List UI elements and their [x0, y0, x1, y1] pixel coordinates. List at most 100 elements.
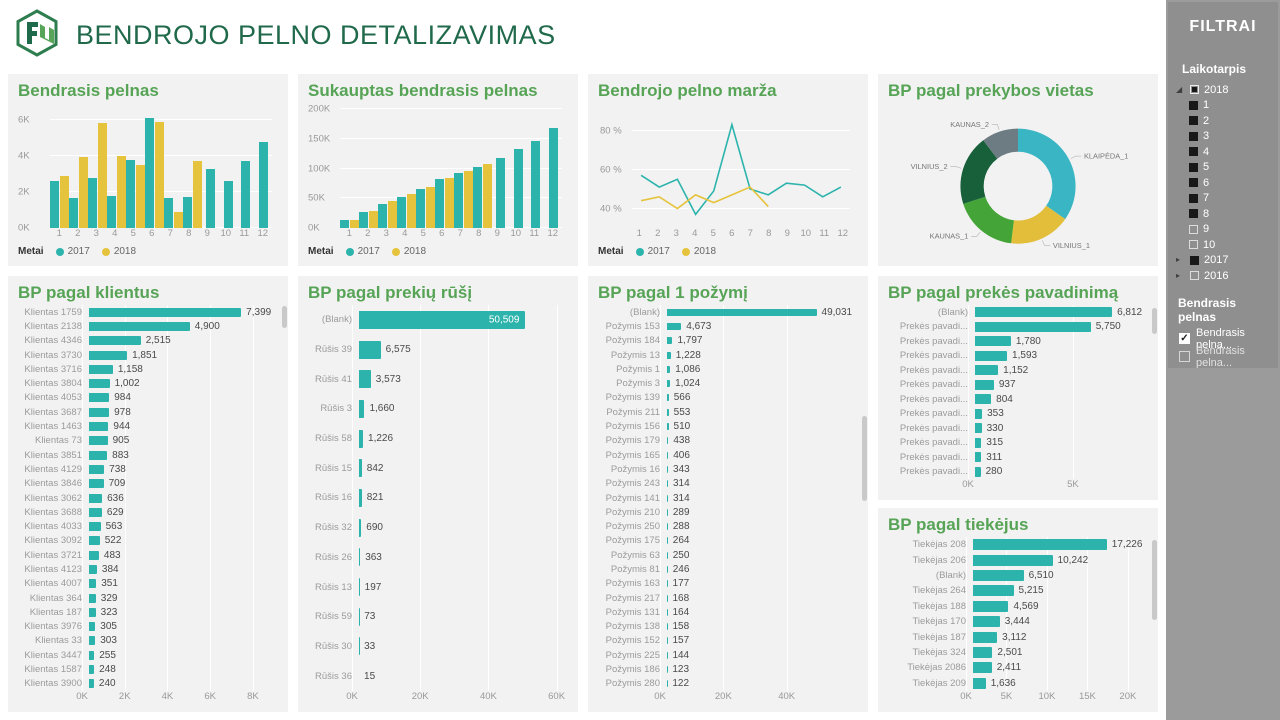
bar-2017-5[interactable]: [416, 189, 425, 228]
legend-item-2018[interactable]: 2018: [101, 246, 136, 257]
bar-2017-4[interactable]: [397, 197, 406, 228]
bar-Tiekėjas 264[interactable]: [973, 585, 1014, 597]
filter-item-2016[interactable]: ▸ 2016: [1174, 268, 1272, 284]
bar-Klientas 2138[interactable]: [89, 321, 190, 331]
legend-item-2018[interactable]: 2018: [391, 246, 426, 257]
bar-2018-7[interactable]: [174, 211, 183, 228]
bar-Tiekėjas 208[interactable]: [973, 539, 1107, 551]
bar-Klientas 3062[interactable]: [89, 493, 103, 503]
checkbox-8[interactable]: [1189, 209, 1198, 219]
bar-2017-10[interactable]: [223, 181, 233, 228]
bar-Tiekėjas 2086[interactable]: [973, 662, 992, 674]
filter-item-2018[interactable]: ◢ 2018: [1174, 82, 1272, 98]
chevron-right-icon[interactable]: ▸: [1176, 270, 1181, 280]
bar-2017-6[interactable]: [145, 118, 154, 228]
bar-Prekės pavadi...[interactable]: [975, 336, 1011, 347]
bar-2018-3[interactable]: [388, 201, 397, 228]
bar-Klientas 4129[interactable]: [89, 464, 105, 474]
bar-2017-7[interactable]: [164, 198, 173, 228]
donut-slice-KAUNAS_1[interactable]: [963, 196, 1014, 244]
bar-2017-2[interactable]: [69, 198, 78, 228]
bar-Klientas 187[interactable]: [89, 607, 96, 617]
legend-item-2018[interactable]: 2018: [681, 246, 716, 257]
bar-2017-11[interactable]: [241, 161, 251, 228]
bar-2017-12[interactable]: [548, 128, 558, 228]
bar-Klientas 4007[interactable]: [89, 579, 97, 589]
filter-item-3[interactable]: 3: [1174, 129, 1272, 145]
bar-2017-10[interactable]: [513, 148, 523, 228]
bar-Tiekėjas 188[interactable]: [973, 600, 1009, 612]
bar-Požymis 243[interactable]: [667, 480, 668, 488]
bar-2018-7[interactable]: [464, 171, 473, 228]
bar-Tiekėjas 324[interactable]: [973, 647, 993, 659]
bar-2017-3[interactable]: [88, 178, 97, 228]
bar-Prekės pavadi...[interactable]: [975, 423, 982, 434]
bar-Požymis 184[interactable]: [667, 337, 673, 345]
checkbox-2016[interactable]: [1190, 271, 1199, 281]
bar-2017-3[interactable]: [378, 204, 387, 228]
checkbox-2018[interactable]: [1190, 85, 1199, 95]
bar-Požymis 63[interactable]: [667, 551, 668, 559]
line-series-2017[interactable]: [641, 125, 841, 215]
checkbox-6[interactable]: [1189, 178, 1198, 188]
bar-(Blank)[interactable]: 50,509: [359, 310, 526, 329]
filter-item-8[interactable]: 8: [1174, 206, 1272, 222]
bar-Požymis 1[interactable]: [667, 365, 671, 373]
checkbox-bendrasis-1[interactable]: [1179, 351, 1190, 362]
bar-(Blank)[interactable]: [973, 570, 1024, 582]
bar-(Blank)[interactable]: [667, 308, 817, 316]
donut-slice-KLAIPĖDA_1[interactable]: [1018, 128, 1076, 220]
bar-2018-8[interactable]: [193, 161, 202, 228]
bar-2017-8[interactable]: [473, 166, 482, 228]
bar-Prekės pavadi...[interactable]: [975, 452, 982, 463]
bar-Požymis 3[interactable]: [667, 380, 671, 388]
donut-slice-VILNIUS_1[interactable]: [1011, 205, 1066, 244]
checkbox-3[interactable]: [1189, 131, 1198, 141]
bar-(Blank)[interactable]: [975, 307, 1113, 318]
filter-item-10[interactable]: 10: [1174, 237, 1272, 253]
bar-2018-2[interactable]: [79, 156, 88, 228]
bar-Tiekėjas 170[interactable]: [973, 616, 1000, 628]
bar-Požymis 131[interactable]: [667, 608, 668, 616]
scrollbar[interactable]: [862, 306, 867, 692]
bar-Rūšis 32[interactable]: [359, 518, 362, 537]
bar-Požymis 179[interactable]: [667, 437, 669, 445]
filter-item-bendrasis-1[interactable]: Bendrasis pelna...: [1174, 345, 1272, 368]
checkbox-9[interactable]: [1189, 224, 1198, 234]
bar-Požymis 250[interactable]: [667, 523, 668, 531]
bar-Rūšis 58[interactable]: [359, 429, 364, 448]
bar-2018-3[interactable]: [98, 122, 107, 228]
bar-Tiekėjas 187[interactable]: [973, 631, 998, 643]
bar-Prekės pavadi...[interactable]: [975, 394, 992, 405]
bar-2017-6[interactable]: [435, 179, 444, 228]
bar-Klientas 33[interactable]: [89, 636, 96, 646]
filter-item-2017[interactable]: ▸ 2017: [1174, 253, 1272, 269]
bar-2018-1[interactable]: [60, 175, 69, 228]
chevron-down-icon[interactable]: ◢: [1176, 84, 1183, 94]
bar-2017-1[interactable]: [50, 181, 59, 228]
bar-Klientas 3721[interactable]: [89, 550, 99, 560]
filter-item-7[interactable]: 7: [1174, 191, 1272, 207]
bar-Požymis 141[interactable]: [667, 494, 668, 502]
checkbox-7[interactable]: [1189, 193, 1198, 203]
bar-Tiekėjas 209[interactable]: [973, 677, 986, 689]
bar-2018-6[interactable]: [445, 178, 454, 228]
bar-Rūšis 41[interactable]: [359, 370, 371, 389]
filter-item-1[interactable]: 1: [1174, 98, 1272, 114]
bar-Požymis 81[interactable]: [667, 565, 668, 573]
bar-2018-2[interactable]: [369, 210, 378, 228]
donut-slice-KAUNAS_2[interactable]: [983, 128, 1018, 159]
bar-2017-7[interactable]: [454, 173, 463, 228]
bar-2017-12[interactable]: [258, 142, 268, 228]
filter-item-6[interactable]: 6: [1174, 175, 1272, 191]
bar-Tiekėjas 206[interactable]: [973, 554, 1053, 566]
bar-Klientas 4053[interactable]: [89, 393, 110, 403]
bar-Požymis 153[interactable]: [667, 322, 682, 330]
bar-Klientas 364[interactable]: [89, 593, 96, 603]
line-series-2018[interactable]: [641, 187, 768, 208]
checkbox-1[interactable]: [1189, 100, 1198, 110]
bar-2018-4[interactable]: [407, 194, 416, 228]
bar-Požymis 156[interactable]: [667, 423, 669, 431]
bar-Požymis 16[interactable]: [667, 465, 669, 473]
bar-2017-8[interactable]: [183, 197, 192, 228]
